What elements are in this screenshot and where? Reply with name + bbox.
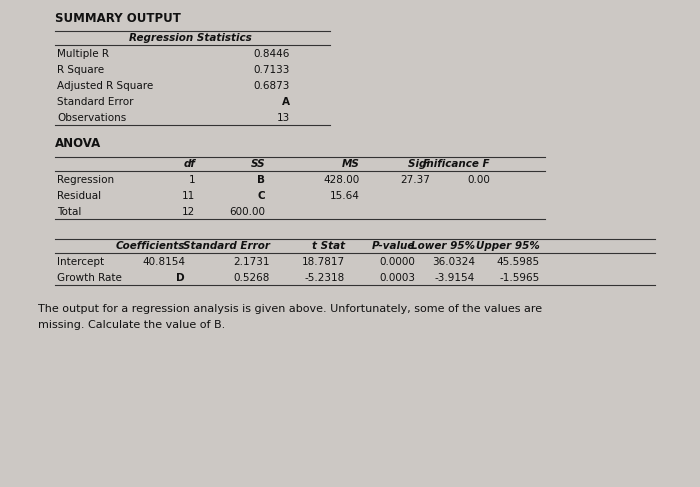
Text: missing. Calculate the value of B.: missing. Calculate the value of B.	[38, 320, 225, 330]
Text: 15.64: 15.64	[330, 191, 360, 201]
Text: Growth Rate: Growth Rate	[57, 273, 122, 283]
Text: Residual: Residual	[57, 191, 101, 201]
Text: Adjusted R Square: Adjusted R Square	[57, 81, 153, 91]
Text: -5.2318: -5.2318	[304, 273, 345, 283]
Text: P-value: P-value	[372, 241, 415, 251]
Text: -3.9154: -3.9154	[435, 273, 475, 283]
Text: MS: MS	[342, 159, 360, 169]
Text: Regression Statistics: Regression Statistics	[129, 33, 251, 43]
Text: F: F	[423, 159, 430, 169]
Text: 0.8446: 0.8446	[253, 49, 290, 59]
Text: Standard Error: Standard Error	[57, 97, 134, 107]
Text: Significance F: Significance F	[408, 159, 490, 169]
Text: 18.7817: 18.7817	[302, 257, 345, 267]
Text: Coefficients: Coefficients	[116, 241, 185, 251]
Text: A: A	[282, 97, 290, 107]
Text: Total: Total	[57, 207, 81, 217]
Text: 2.1731: 2.1731	[234, 257, 270, 267]
Text: Upper 95%: Upper 95%	[476, 241, 540, 251]
Text: SUMMARY OUTPUT: SUMMARY OUTPUT	[55, 12, 181, 25]
Text: t Stat: t Stat	[312, 241, 345, 251]
Text: 0.0000: 0.0000	[379, 257, 415, 267]
Text: 11: 11	[182, 191, 195, 201]
Text: C: C	[258, 191, 265, 201]
Text: 27.37: 27.37	[400, 175, 430, 185]
Text: Standard Error: Standard Error	[183, 241, 270, 251]
Text: 36.0324: 36.0324	[432, 257, 475, 267]
Text: Intercept: Intercept	[57, 257, 104, 267]
Text: -1.5965: -1.5965	[500, 273, 540, 283]
Text: df: df	[183, 159, 195, 169]
Text: 600.00: 600.00	[229, 207, 265, 217]
Text: R Square: R Square	[57, 65, 104, 75]
Text: Lower 95%: Lower 95%	[411, 241, 475, 251]
Text: Multiple R: Multiple R	[57, 49, 109, 59]
Text: 428.00: 428.00	[323, 175, 360, 185]
Text: 40.8154: 40.8154	[142, 257, 185, 267]
Text: 13: 13	[276, 113, 290, 123]
Text: B: B	[257, 175, 265, 185]
Text: Observations: Observations	[57, 113, 126, 123]
Text: ANOVA: ANOVA	[55, 137, 102, 150]
Text: 0.6873: 0.6873	[253, 81, 290, 91]
Text: SS: SS	[251, 159, 265, 169]
Text: Regression: Regression	[57, 175, 114, 185]
Text: 45.5985: 45.5985	[497, 257, 540, 267]
Text: 12: 12	[182, 207, 195, 217]
Text: 0.0003: 0.0003	[379, 273, 415, 283]
Text: 1: 1	[188, 175, 195, 185]
Text: 0.7133: 0.7133	[253, 65, 290, 75]
Text: D: D	[176, 273, 185, 283]
Text: The output for a regression analysis is given above. Unfortunately, some of the : The output for a regression analysis is …	[38, 304, 542, 314]
Text: 0.00: 0.00	[467, 175, 490, 185]
Text: 0.5268: 0.5268	[234, 273, 270, 283]
